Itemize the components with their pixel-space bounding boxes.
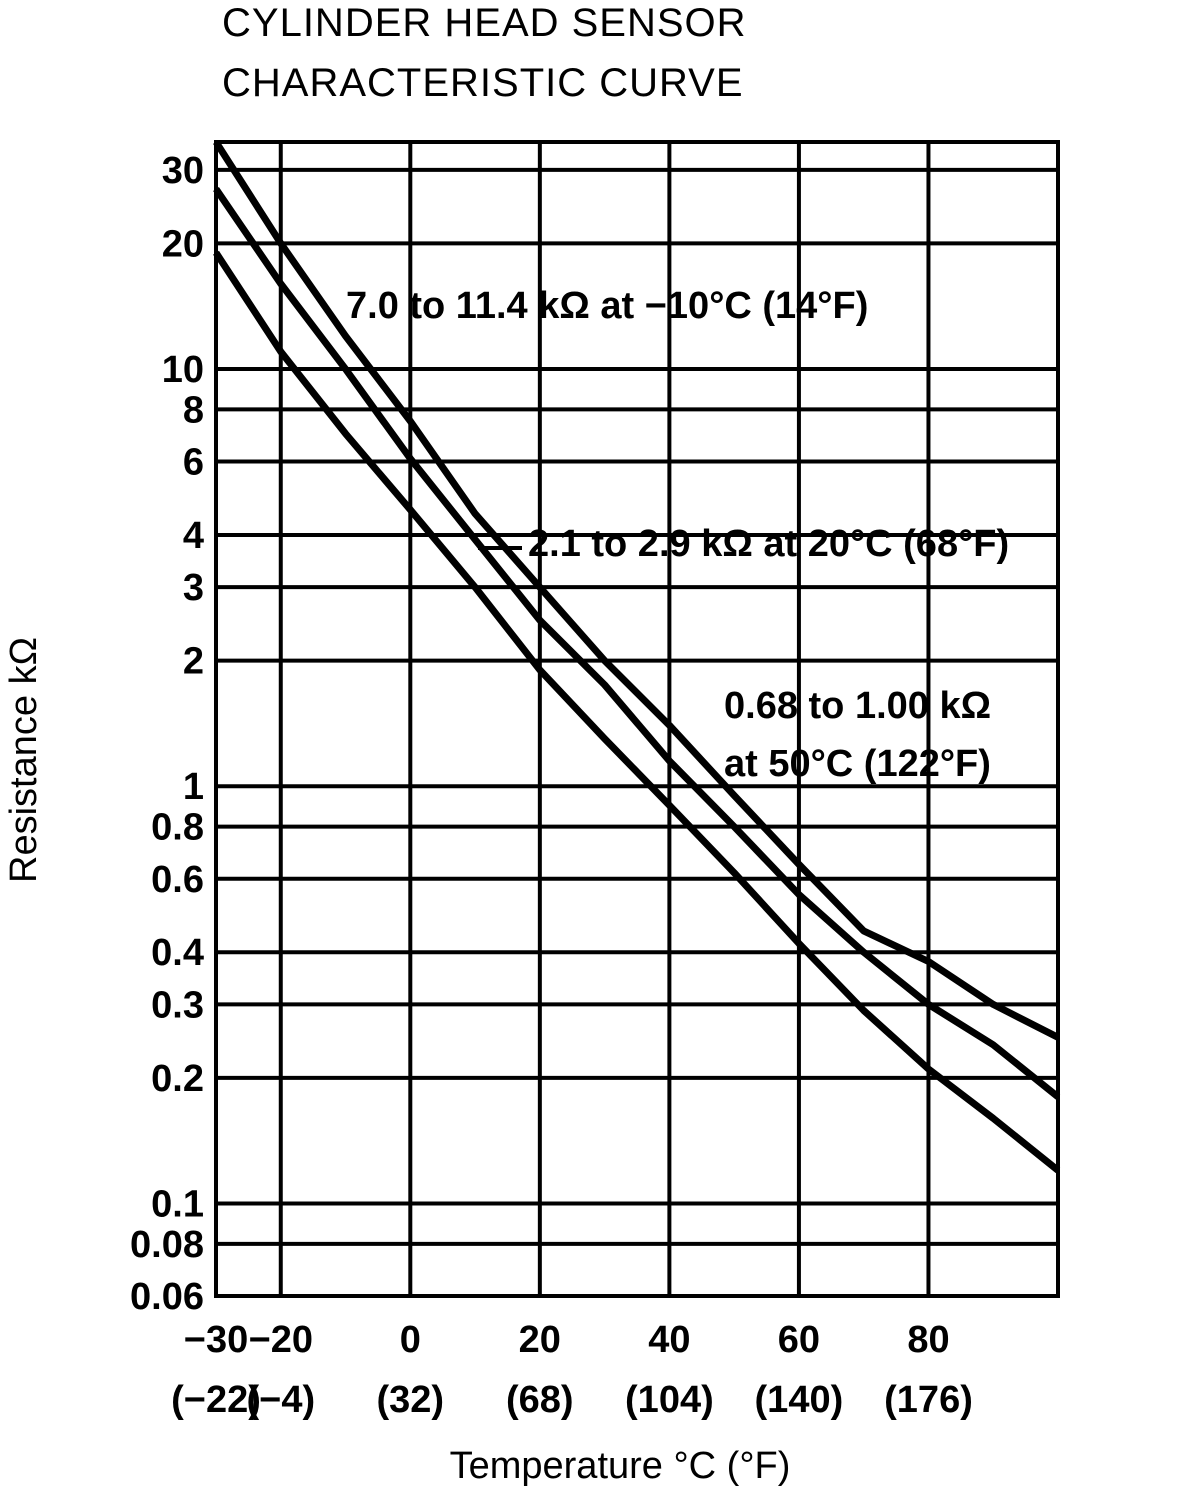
grid-layer xyxy=(216,142,1060,1298)
series-layer xyxy=(213,140,1061,1174)
x-tick-label: 20 xyxy=(519,1319,561,1361)
annotations: 7.0 to 11.4 kΩ at −10°C (14°F) 2.1 to 2.… xyxy=(346,285,1009,785)
y-tick-label: 3 xyxy=(183,567,204,609)
y-tick-label: 0.8 xyxy=(151,807,204,849)
y-tick-label: 0.1 xyxy=(151,1183,204,1225)
annotation-50c-line-1: 0.68 to 1.00 kΩ xyxy=(724,685,991,727)
x-tick-sublabel: (32) xyxy=(377,1379,445,1421)
x-tick-label: 80 xyxy=(907,1319,949,1361)
chart-title-line-1: CYLINDER HEAD SENSOR xyxy=(222,1,747,45)
y-tick-label: 0.2 xyxy=(151,1058,204,1100)
y-tick-label: 20 xyxy=(162,223,204,265)
x-tick-label: 60 xyxy=(778,1319,820,1361)
x-tick-sublabel: (104) xyxy=(625,1379,714,1421)
x-tick-label: −30 xyxy=(184,1319,248,1361)
y-tick-label: 30 xyxy=(162,150,204,192)
y-tick-labels: 30 20 108 6 4 3 2 10.8 0.6 0.4 0.3 0.2 0.10.08 0.06 xyxy=(130,150,204,1318)
x-tick-label: 40 xyxy=(648,1319,690,1361)
y-tick-label: 0.3 xyxy=(151,984,204,1026)
curve-line-1 xyxy=(213,140,1060,1041)
annotation-50c-line-2: at 50°C (122°F) xyxy=(724,743,991,785)
y-tick-label: 0.06 xyxy=(130,1276,204,1318)
plot-frame xyxy=(214,140,1060,1298)
y-tick-label: 0.08 xyxy=(130,1224,204,1266)
x-tick-label: −20 xyxy=(249,1319,313,1361)
x-tick-sublabel: (176) xyxy=(884,1379,973,1421)
chart-title-line-2: CHARACTERISTIC CURVE xyxy=(222,61,744,105)
y-tick-label: 8 xyxy=(183,389,204,431)
y-tick-label: 1 xyxy=(183,766,204,808)
x-tick-label: 0 xyxy=(400,1319,421,1361)
y-tick-label: 2 xyxy=(183,641,204,683)
y-tick-label: 4 xyxy=(183,515,204,557)
y-tick-label: 6 xyxy=(183,442,204,484)
annotation-minus10c: 7.0 to 11.4 kΩ at −10°C (14°F) xyxy=(346,285,868,327)
y-tick-label: 10 xyxy=(162,349,204,391)
y-tick-label: 0.4 xyxy=(151,932,204,974)
x-tick-sublabel: (−4) xyxy=(246,1379,315,1421)
x-axis-label: Temperature °C (°F) xyxy=(450,1445,791,1487)
y-tick-label: 0.6 xyxy=(151,859,204,901)
x-tick-sublabel: (−22) xyxy=(171,1379,261,1421)
curve-line-2 xyxy=(213,187,1061,1100)
curve-line-3 xyxy=(213,250,1061,1174)
x-tick-sublabel: (68) xyxy=(506,1379,574,1421)
y-axis-label: Resistance kΩ xyxy=(3,637,45,883)
annotation-20c: 2.1 to 2.9 kΩ at 20°C (68°F) xyxy=(528,523,1009,565)
x-tick-labels: −30 (−22) −20 (−4) 0 (32) 20 (68) 40 (104) 60 (140)… xyxy=(171,1319,973,1421)
x-tick-sublabel: (140) xyxy=(755,1379,844,1421)
